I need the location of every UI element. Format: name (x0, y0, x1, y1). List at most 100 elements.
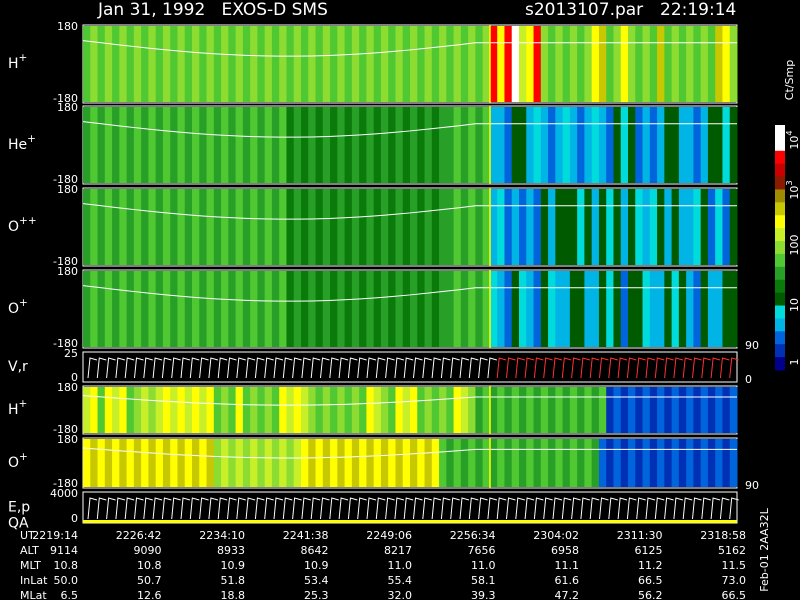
spectrogram-column (104, 387, 113, 433)
spectrogram-column (613, 439, 622, 487)
spectrogram-column (119, 26, 128, 102)
spectrogram-column (431, 271, 440, 347)
axis-bottom: 0 (71, 512, 78, 525)
spectrogram-column (286, 107, 295, 183)
spectrogram-column (206, 271, 215, 347)
spectrogram-column (569, 387, 578, 433)
spectrogram-column (410, 26, 418, 102)
spectrogram-column (497, 26, 505, 102)
spectrogram-column (664, 439, 673, 487)
spectrogram-column (475, 271, 484, 347)
sawtooth (394, 497, 405, 520)
spectrogram-column (388, 439, 396, 487)
spectrogram-column (286, 439, 295, 487)
right-axis: 90 (745, 479, 759, 492)
colorbar-cell (775, 253, 785, 268)
spectrogram-column (308, 107, 317, 183)
panel-label-sup: + (27, 133, 36, 145)
spectrogram-column (90, 271, 99, 347)
cell: 2304:02 (533, 529, 579, 542)
file-name: s2013107.par (525, 0, 643, 20)
spectrogram-column (410, 107, 418, 183)
spectrogram-column (460, 189, 469, 265)
sawtooth (134, 497, 144, 520)
sawtooth (487, 357, 498, 379)
spectrogram-column (707, 107, 716, 183)
sawtooth (496, 357, 507, 379)
panel-label-base: O (8, 219, 19, 235)
spectrogram-column (526, 271, 535, 347)
sawtooth (580, 357, 591, 379)
spectrogram-column (591, 271, 600, 347)
spectrogram-column (315, 271, 324, 347)
spectrogram-column (722, 271, 731, 347)
spectrogram-column (155, 271, 164, 347)
cell: 9114 (50, 544, 78, 557)
cell: 2241:38 (283, 529, 329, 542)
spectrogram-column (322, 107, 331, 183)
spectrogram-column (308, 439, 317, 487)
spectrogram-column (686, 387, 694, 433)
spectrogram-column (453, 387, 462, 433)
sawtooth (320, 497, 330, 520)
sawtooth (645, 357, 656, 379)
sawtooth (329, 497, 339, 520)
panel-label-base: O (8, 301, 19, 317)
spectrogram-column (489, 387, 498, 433)
sawtooth (301, 497, 312, 520)
sawtooth (134, 357, 144, 379)
cell: 7656 (468, 544, 496, 557)
spectrogram-column (141, 439, 149, 487)
spectrogram-column (533, 189, 542, 265)
sawtooth (96, 357, 107, 379)
panel-label-base: V,r (8, 359, 28, 375)
spectrogram-column (112, 189, 120, 265)
sawtooth (87, 357, 98, 379)
spectrogram-column (562, 439, 571, 487)
spectrogram-column (366, 439, 375, 487)
spectrogram-column (562, 189, 571, 265)
spectrogram-column (170, 387, 178, 433)
spectrogram-column (460, 26, 469, 102)
spectrogram-column (497, 387, 505, 433)
qa-bar (83, 520, 737, 523)
spectrogram-column (649, 439, 658, 487)
cell: 11.0 (388, 559, 413, 572)
spectrogram-column (228, 189, 237, 265)
spectrogram-column (170, 439, 178, 487)
spectrogram-column (177, 26, 186, 102)
cell: 73.0 (722, 574, 747, 587)
sawtooth (506, 357, 516, 379)
spectrogram-column (613, 26, 622, 102)
spectrogram-column (330, 107, 338, 183)
spectrogram-column (286, 189, 295, 265)
spectrogram-column (97, 107, 106, 183)
sawtooth (143, 357, 153, 379)
colorbar-unit: Ct/Smp (783, 60, 796, 100)
spectrogram-column (693, 107, 702, 183)
spectrogram-column (192, 271, 200, 347)
sawtooth (375, 357, 386, 379)
cell: 2311:30 (617, 529, 663, 542)
spectrogram-column (330, 387, 338, 433)
sawtooth (403, 497, 414, 520)
spectrogram-column (497, 107, 505, 183)
spectrogram-column (162, 189, 171, 265)
cell: 10.8 (137, 559, 162, 572)
sawtooth (273, 497, 284, 520)
spectrogram-column (729, 387, 738, 433)
sawtooth (654, 497, 665, 520)
spectrogram-column (250, 387, 258, 433)
sawtooth (626, 357, 637, 379)
spectrogram-column (402, 387, 411, 433)
spectrogram-column (497, 189, 505, 265)
axis-bottom: -180 (53, 173, 78, 186)
spectrogram-column (584, 387, 593, 433)
spectrogram-column (213, 189, 222, 265)
sawtooth (450, 357, 460, 379)
sawtooth (161, 497, 172, 520)
spectrogram-column (555, 189, 564, 265)
colorbar-label-base: 10 (788, 298, 800, 312)
spectrogram-column (155, 439, 164, 487)
